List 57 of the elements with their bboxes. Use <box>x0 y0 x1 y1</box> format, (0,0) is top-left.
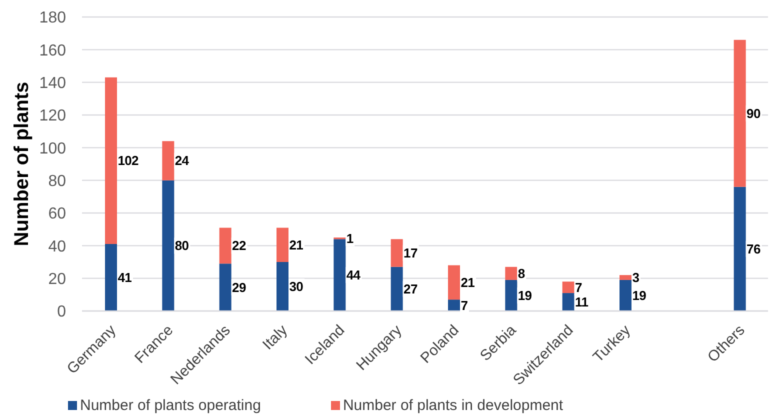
bar <box>620 275 632 280</box>
data-label: 8 <box>518 266 525 281</box>
data-label: 30 <box>289 279 304 294</box>
y-tick-label: 80 <box>48 173 66 190</box>
data-label: 11 <box>575 294 588 310</box>
data-label: 24 <box>174 153 190 168</box>
data-label: 44 <box>346 268 362 283</box>
bar <box>505 280 518 311</box>
data-label: 21 <box>460 274 475 290</box>
bar <box>620 280 632 311</box>
bar <box>162 141 174 180</box>
y-tick-label: 120 <box>39 108 66 125</box>
bar <box>734 186 746 311</box>
data-label: 76 <box>746 241 760 256</box>
data-label: 3 <box>632 270 640 286</box>
y-axis-title: Number of plants <box>11 82 33 246</box>
y-tick-label: 180 <box>39 10 66 27</box>
bar <box>105 77 117 244</box>
y-tick-label: 160 <box>39 42 66 60</box>
bar <box>276 228 288 262</box>
bar <box>219 264 232 311</box>
data-label: 29 <box>232 280 246 295</box>
data-label: 7 <box>575 280 582 295</box>
bar <box>105 244 117 311</box>
bar <box>448 265 460 300</box>
y-tick-label: 20 <box>48 271 66 288</box>
bar <box>448 300 460 311</box>
data-label: 41 <box>118 270 132 286</box>
bar <box>390 266 403 311</box>
data-label: 1 <box>346 230 354 246</box>
x-tick-label: Italy <box>259 321 292 354</box>
y-tick-label: 60 <box>48 206 66 223</box>
bar <box>276 262 288 311</box>
bar <box>219 228 232 264</box>
y-tick-label: 40 <box>48 238 66 256</box>
legend-label: Number of plants operating <box>80 396 261 414</box>
data-label: 17 <box>404 246 418 261</box>
data-label: 21 <box>289 237 304 252</box>
data-label: 80 <box>174 238 189 254</box>
bar <box>562 293 574 311</box>
data-label: 90 <box>746 106 760 121</box>
y-tick-label: 0 <box>57 304 66 321</box>
legend-label: Number of plants in development <box>342 396 564 414</box>
bar <box>162 180 174 311</box>
data-label: 7 <box>460 298 468 313</box>
bar <box>562 282 574 294</box>
y-tick-label: 140 <box>39 75 66 92</box>
bar <box>334 239 346 311</box>
data-label: 27 <box>404 281 418 296</box>
y-tick-label: 100 <box>39 140 66 158</box>
data-label: 102 <box>118 153 139 168</box>
data-label: 22 <box>232 238 246 254</box>
data-label: 19 <box>632 288 646 303</box>
data-label: 19 <box>518 288 532 303</box>
bar <box>505 266 518 280</box>
bar <box>390 239 403 267</box>
bar <box>734 40 746 187</box>
